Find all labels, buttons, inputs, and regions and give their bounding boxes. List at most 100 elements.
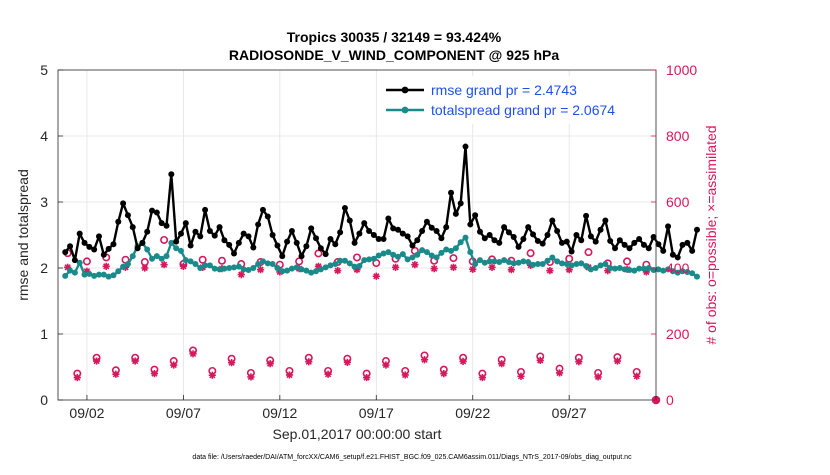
spread-point [235, 263, 242, 270]
obs-possible-marker [314, 249, 323, 258]
rmse-point [255, 221, 262, 228]
tick-label-y-left: 4 [40, 128, 48, 144]
spread-point [100, 271, 107, 278]
obs-assimilated-marker [237, 271, 245, 279]
rmse-point [399, 230, 406, 237]
spread-point [631, 267, 638, 274]
rmse-point [187, 242, 194, 249]
spread-point [187, 258, 194, 265]
rmse-point [375, 235, 382, 242]
rmse-point [645, 245, 652, 252]
obs-assimilated-marker [391, 263, 400, 271]
rmse-point [67, 243, 74, 250]
legend-spread-marker [401, 106, 409, 114]
spread-point [303, 267, 310, 274]
rmse-point [496, 239, 503, 246]
obs-assimilated-marker [256, 266, 265, 274]
obs-assimilated-marker [112, 370, 120, 378]
spread-point [592, 265, 599, 271]
spread-point [284, 267, 291, 274]
spread-point [264, 260, 271, 267]
rmse-point [259, 206, 266, 213]
spread-point [221, 265, 228, 272]
rmse-point [684, 239, 691, 246]
spread-point [308, 269, 315, 276]
rmse-point [693, 226, 700, 233]
rmse-point [120, 200, 127, 207]
spread-point [501, 257, 508, 264]
spread-point [385, 249, 392, 256]
rmse-point [356, 230, 363, 237]
rmse-point [549, 217, 556, 224]
obs-assimilated-marker [555, 369, 564, 377]
spread-point [573, 261, 580, 268]
spread-point [476, 257, 483, 264]
obs-assimilated-marker [488, 263, 496, 271]
obs-possible-marker [198, 255, 207, 264]
rmse-point [264, 213, 271, 220]
spread-point [616, 265, 623, 271]
rmse-point [404, 233, 411, 240]
spread-point [332, 261, 339, 268]
legend: rmse grand pr = 2.4743 totalspread grand… [378, 76, 646, 124]
tick-label-y-right: 800 [666, 128, 690, 144]
rmse-point [587, 233, 594, 240]
rmse-point [385, 215, 392, 222]
spread-point [558, 260, 565, 267]
rmse-point [433, 228, 440, 235]
rmse-point [206, 228, 213, 235]
spread-point [568, 262, 575, 269]
tick-label-x: 09/27 [552, 405, 587, 421]
obs-assimilated-marker [430, 265, 438, 273]
rmse-point [235, 239, 242, 246]
spread-point [665, 266, 672, 273]
rmse-point [245, 233, 252, 240]
spread-point [197, 265, 204, 271]
rmse-point [231, 250, 238, 257]
rmse-point [351, 239, 358, 246]
rmse-point [153, 209, 160, 216]
obs-possible-marker [623, 257, 632, 266]
spread-point [626, 266, 633, 273]
spread-point [313, 268, 320, 275]
spread-point [86, 270, 93, 277]
spread-point [660, 267, 667, 274]
rmse-point [288, 228, 295, 235]
obs-possible-marker [295, 257, 304, 266]
rmse-point [71, 257, 78, 264]
rmse-point [414, 237, 421, 244]
spread-point [370, 255, 377, 262]
rmse-point [105, 245, 112, 252]
obs-assimilated-marker [64, 263, 72, 271]
spread-point [216, 266, 223, 273]
rmse-point [674, 254, 681, 261]
obs-assimilated-marker [478, 373, 486, 382]
spread-point [76, 259, 83, 266]
y-axis-label: rmse and totalspread [15, 169, 31, 301]
tick-label-x: 09/02 [69, 405, 104, 421]
rmse-point [62, 249, 69, 256]
obs-assimilated-marker [247, 373, 255, 381]
rmse-point [240, 230, 247, 237]
spread-point [351, 263, 358, 270]
spread-point [515, 259, 522, 266]
spread-point [226, 265, 233, 271]
rmse-point [419, 228, 426, 235]
spread-point [255, 261, 262, 268]
spread-point [346, 260, 353, 267]
obs-assimilated-marker [459, 357, 467, 365]
rmse-point [438, 235, 445, 242]
spread-point [192, 261, 199, 268]
obs-assimilated-marker [604, 267, 612, 275]
spread-point [655, 266, 662, 273]
obs-possible-marker [584, 248, 593, 257]
obs-markers [63, 235, 661, 405]
spread-point [679, 268, 686, 275]
rmse-point [95, 233, 102, 240]
tick-label-y-left: 2 [40, 260, 48, 276]
spread-point [177, 247, 184, 254]
plot-frame [57, 69, 657, 401]
rmse-point [361, 220, 368, 227]
spread-point [423, 249, 430, 256]
obs-possible-marker [526, 249, 535, 258]
